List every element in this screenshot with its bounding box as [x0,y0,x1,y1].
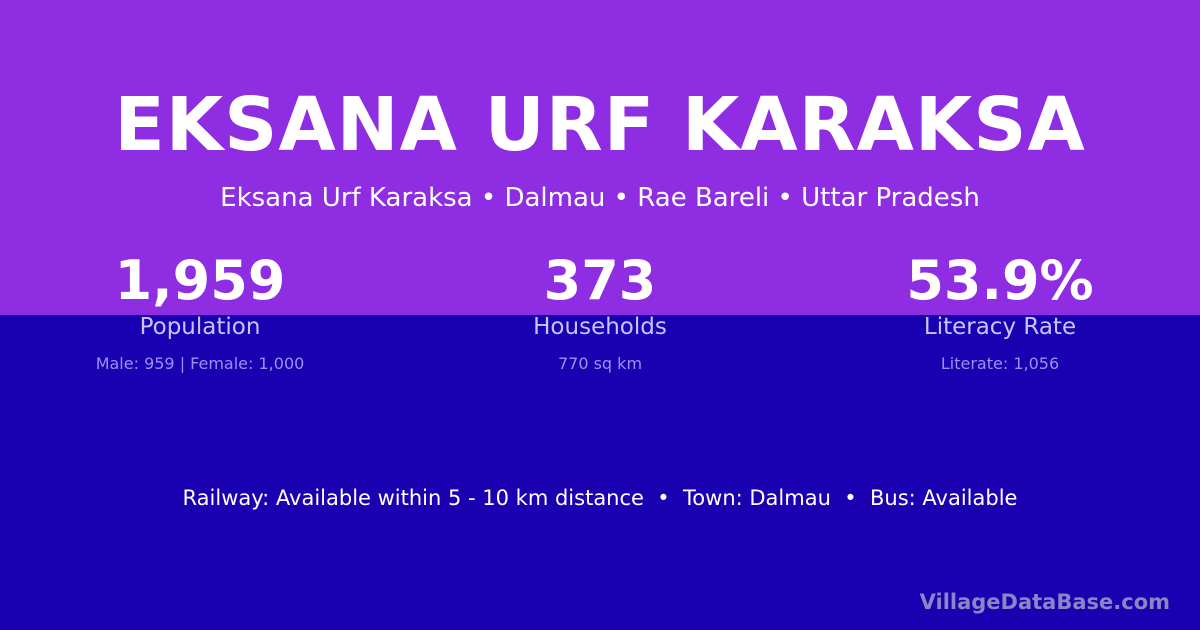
page-title: EKSANA URF KARAKSA [114,82,1086,168]
stat-detail: Literate: 1,056 [940,354,1060,373]
brand-watermark: VillageDataBase.com [919,590,1170,614]
stat-value: 1,959 [114,249,286,312]
stat-detail: 770 sq km [557,354,643,373]
stat-label: Literacy Rate [923,314,1077,340]
stat-population: 1,959 Population Male: 959 | Female: 1,0… [0,249,400,374]
stat-label: Households [533,314,667,340]
stat-value: 373 [543,249,657,312]
stat-detail: Male: 959 | Female: 1,000 [95,354,305,373]
stat-value: 53.9% [906,249,1094,312]
amenities-line: Railway: Available within 5 - 10 km dist… [182,486,1018,510]
stat-literacy: 53.9% Literacy Rate Literate: 1,056 [800,249,1200,374]
location-breadcrumb: Eksana Urf Karaksa • Dalmau • Rae Bareli… [220,183,980,213]
header-band [0,0,1200,315]
stats-band [0,315,1200,630]
stat-households: 373 Households 770 sq km [400,249,800,374]
stat-label: Population [139,314,261,340]
